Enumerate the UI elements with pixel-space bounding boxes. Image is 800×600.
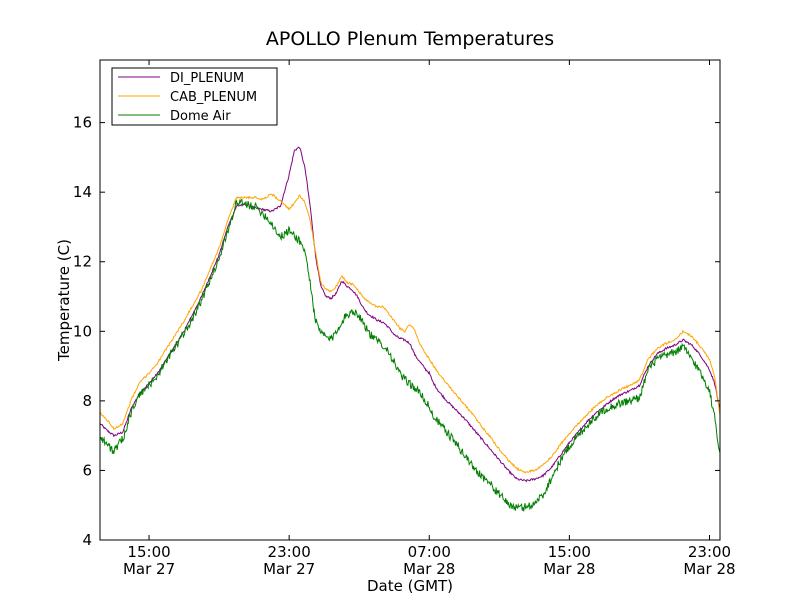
y-tick-label: 4 bbox=[82, 531, 92, 549]
series-line-dome-air bbox=[99, 198, 721, 512]
x-tick-label-date: Mar 27 bbox=[263, 560, 315, 578]
plot-frame bbox=[99, 59, 721, 541]
legend: DI_PLENUM CAB_PLENUM Dome Air bbox=[111, 67, 278, 126]
legend-label-dome-air: Dome Air bbox=[170, 109, 231, 124]
x-tick-label-time: 15:00 bbox=[127, 543, 170, 561]
x-tick-label-date: Mar 28 bbox=[683, 560, 735, 578]
x-tick-label-time: 23:00 bbox=[268, 543, 311, 561]
y-tick-label: 12 bbox=[73, 253, 92, 271]
legend-label-di-plenum: DI_PLENUM bbox=[170, 71, 244, 86]
series-line-cab-plenum bbox=[99, 193, 721, 474]
y-tick-label: 14 bbox=[73, 183, 92, 201]
y-tick-label: 8 bbox=[82, 392, 92, 410]
x-tick-label-date: Mar 28 bbox=[403, 560, 455, 578]
y-tick-label: 10 bbox=[73, 322, 92, 340]
x-tick-label-time: 07:00 bbox=[408, 543, 451, 561]
series-layer bbox=[99, 146, 721, 512]
series-line-di-plenum bbox=[99, 146, 721, 483]
y-tick-label: 16 bbox=[73, 114, 92, 132]
y-axis-label: Temperature (C) bbox=[55, 239, 73, 362]
x-tick-label-date: Mar 27 bbox=[123, 560, 175, 578]
x-axis-label: Date (GMT) bbox=[367, 577, 453, 595]
legend-label-cab-plenum: CAB_PLENUM bbox=[170, 90, 257, 105]
y-tick-label: 6 bbox=[82, 461, 92, 479]
x-tick-label-time: 23:00 bbox=[688, 543, 731, 561]
x-tick-label-date: Mar 28 bbox=[543, 560, 595, 578]
chart-title: APOLLO Plenum Temperatures bbox=[266, 28, 554, 50]
x-tick-label-time: 15:00 bbox=[548, 543, 591, 561]
